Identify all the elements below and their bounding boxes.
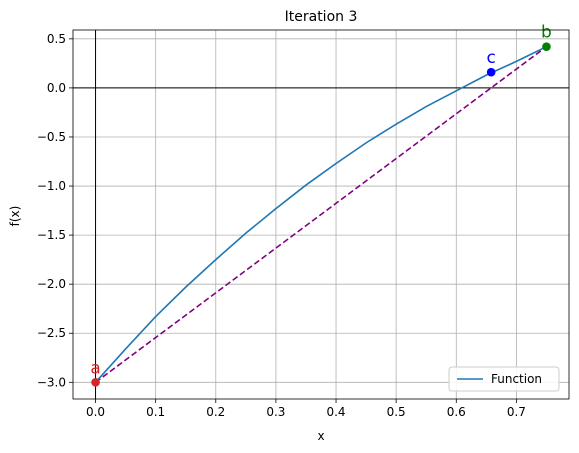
x-axis-label: x (317, 429, 324, 443)
y-axis-label: f(x) (8, 206, 22, 227)
function-line (94, 45, 547, 383)
x-tick-label: 0.6 (447, 405, 466, 419)
reference-lines (73, 30, 569, 399)
y-tick-label: 0.5 (47, 32, 66, 46)
y-tick-label: −1.5 (37, 228, 66, 242)
y-tick-label: −3.0 (37, 375, 66, 389)
x-tick-label: 0.7 (507, 405, 526, 419)
x-tick-label: 0.1 (146, 405, 165, 419)
x-axis-ticks: 0.0 0.1 0.2 0.3 0.4 0.5 0.6 0.7 (86, 399, 526, 419)
legend-box (448, 366, 560, 392)
point-b (542, 42, 551, 51)
point-c (486, 67, 496, 77)
legend-entry: Function (491, 372, 542, 386)
x-tick-label: 0.5 (387, 405, 406, 419)
x-tick-label: 0.4 (326, 405, 345, 419)
y-tick-label: −2.5 (37, 326, 66, 340)
points-layer: a b c (90, 23, 552, 387)
series-layer (94, 45, 547, 383)
y-axis-ticks: −3.0 −2.5 −2.0 −1.5 −1.0 −0.5 0.0 0.5 (37, 32, 73, 389)
plot-frame (72, 29, 570, 400)
chart-title: Iteration 3 (285, 9, 358, 25)
y-tick-label: −2.0 (37, 277, 66, 291)
y-tick-label: −0.5 (37, 130, 66, 144)
secant-layer (95, 46, 547, 383)
secant-line (95, 46, 547, 383)
y-tick-label: −1.0 (37, 179, 66, 193)
point-a (91, 378, 100, 387)
x-tick-label: 0.0 (86, 405, 105, 419)
point-label-a: a (90, 358, 100, 378)
x-tick-label: 0.2 (206, 405, 225, 419)
point-label-c: c (486, 48, 495, 68)
legend: Function (448, 366, 560, 392)
point-label-b: b (541, 23, 552, 43)
x-tick-label: 0.3 (266, 405, 285, 419)
y-tick-label: 0.0 (47, 81, 66, 95)
